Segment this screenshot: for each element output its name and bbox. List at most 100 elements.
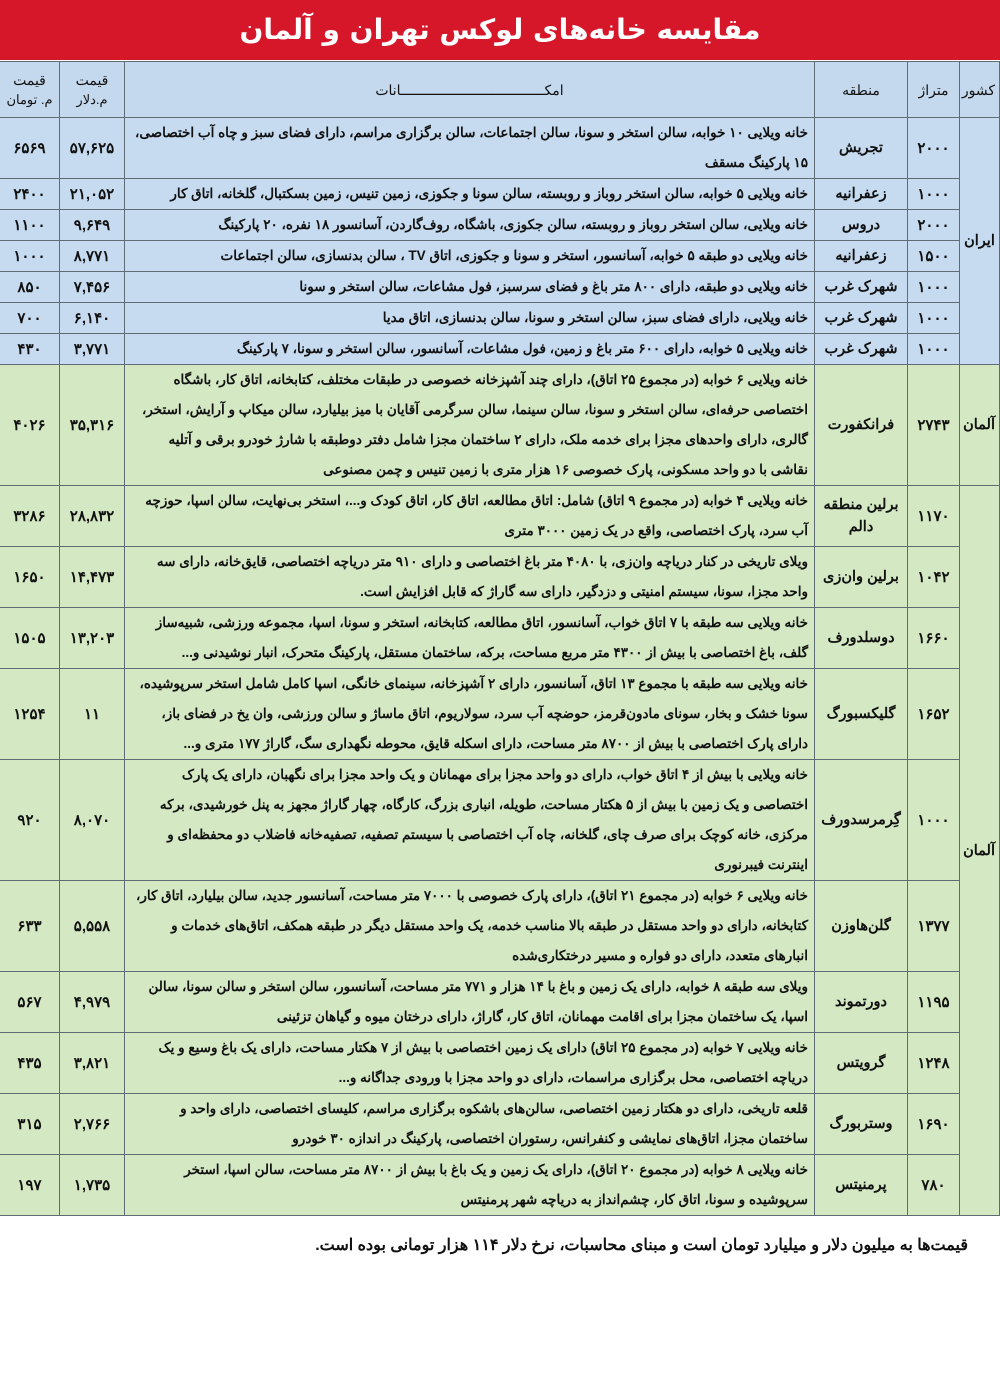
price-usd-cell: ۸,۷۷۱	[59, 240, 125, 272]
area-cell: ۱۶۹۰	[907, 1093, 960, 1155]
header-country: کشور	[959, 61, 1000, 118]
area-cell: ۱۰۰۰	[907, 302, 960, 334]
price-usd-cell: ۵۷,۶۲۵	[59, 117, 125, 179]
table-body: ایران ۲۰۰۰ تجریش خانه ویلایی ۱۰ خوابه، سالن…	[0, 117, 1000, 1216]
region-cell: گلن‌هاوزن	[814, 880, 908, 972]
area-cell: ۱۳۷۷	[907, 880, 960, 972]
price-toman-cell: ۶۳۳	[0, 880, 60, 972]
area-cell: ۱۰۰۰	[907, 333, 960, 365]
amenities-cell: خانه ویلایی ۶ خوابه (در مجموع ۲۵ اتاق)، …	[124, 364, 815, 486]
table-row: ۷۸۰ پرمنیتس خانه ویلایی ۸ خوابه (در مجموع …	[0, 1154, 1000, 1216]
price-usd-cell: ۹,۶۴۹	[59, 209, 125, 241]
price-usd-cell: ۲,۷۶۶	[59, 1093, 125, 1155]
price-usd-cell: ۵,۵۵۸	[59, 880, 125, 972]
area-cell: ۱۰۰۰	[907, 178, 960, 210]
price-toman-cell: ۱۹۷	[0, 1154, 60, 1216]
page-title: مقایسه خانه‌های لوکس تهران و آلمان	[0, 0, 1000, 60]
region-cell: گِرمرسدورف	[814, 759, 908, 881]
region-cell: گرویتس	[814, 1032, 908, 1094]
area-cell: ۷۸۰	[907, 1154, 960, 1216]
price-toman-cell: ۴۰۲۶	[0, 364, 60, 486]
table-row: ۱۶۶۰ دوسلدورف خانه ویلایی سه طبقه با ۷ اتا…	[0, 607, 1000, 669]
price-toman-cell: ۴۳۵	[0, 1032, 60, 1094]
table-row: آلمان ۱۱۷۰ برلین منطقه دالم خانه ویلایی ۴ خ…	[0, 485, 1000, 1216]
amenities-cell: خانه ویلایی ۵ خوابه، دارای ۶۰۰ متر باغ و…	[124, 333, 815, 365]
region-cell: برلین وان‌زی	[814, 546, 908, 608]
amenities-cell: خانه ویلایی سه طبقه با مجموع ۱۳ اتاق، آس…	[124, 668, 815, 760]
amenities-cell: خانه ویلایی ۵ خوابه، سالن استخر روباز و …	[124, 178, 815, 210]
price-usd-cell: ۳,۷۷۱	[59, 333, 125, 365]
region-cell: زعفرانیه	[814, 240, 908, 272]
price-toman-cell: ۱۵۰۵	[0, 607, 60, 669]
area-cell: ۱۱۹۵	[907, 971, 960, 1033]
table-row: ایران ۲۰۰۰ تجریش خانه ویلایی ۱۰ خوابه، سالن…	[0, 117, 1000, 365]
price-toman-cell: ۳۱۵	[0, 1093, 60, 1155]
header-amenities: امکـــــــــــــــــــــــــــــــــــان…	[124, 61, 815, 118]
region-cell: شهرک غرب	[814, 271, 908, 303]
price-toman-cell: ۸۵۰	[0, 271, 60, 303]
area-cell: ۱۶۵۲	[907, 668, 960, 760]
amenities-cell: خانه ویلایی، سالن استخر روباز و روبسته، …	[124, 209, 815, 241]
amenities-cell: خانه ویلایی ۴ خوابه (در مجموع ۹ اتاق) شا…	[124, 485, 815, 547]
table-row: ۱۳۷۷ گلن‌هاوزن خانه ویلایی ۶ خوابه (در مجم…	[0, 880, 1000, 972]
header-price-toman: قیمت م. تومان	[0, 61, 60, 118]
price-toman-cell: ۹۲۰	[0, 759, 60, 881]
region-cell: دوسلدورف	[814, 607, 908, 669]
region-cell: شهرک غرب	[814, 333, 908, 365]
region-cell: دروس	[814, 209, 908, 241]
price-usd-cell: ۷,۴۵۶	[59, 271, 125, 303]
header-price-usd-unit: م.دلار	[76, 91, 108, 107]
area-cell: ۱۱۷۰	[907, 485, 960, 547]
amenities-cell: خانه ویلایی ۶ خوابه (در مجموع ۲۱ اتاق)، …	[124, 880, 815, 972]
header-price-toman-unit: م. تومان	[6, 91, 53, 107]
region-cell: زعفرانیه	[814, 178, 908, 210]
header-region: منطقه	[814, 61, 908, 118]
table-row: ۱۶۵۲ گلیکسبورگ خانه ویلایی سه طبقه با مجمو…	[0, 668, 1000, 760]
table-row: ۲۰۰۰ دروس خانه ویلایی، سالن استخر روباز و …	[0, 209, 1000, 241]
area-cell: ۱۵۰۰	[907, 240, 960, 272]
area-cell: ۱۰۴۲	[907, 546, 960, 608]
amenities-cell: خانه ویلایی با بیش از ۴ اتاق خواب، دارای…	[124, 759, 815, 881]
price-usd-cell: ۸,۰۷۰	[59, 759, 125, 881]
price-usd-cell: ۴,۹۷۹	[59, 971, 125, 1033]
table-row: ۱۰۰۰ شهرک غرب خانه ویلایی، دارای فضای سبز،…	[0, 302, 1000, 334]
amenities-cell: خانه ویلایی ۸ خوابه (در مجموع ۲۰ اتاق)، …	[124, 1154, 815, 1216]
area-cell: ۱۰۰۰	[907, 759, 960, 881]
comparison-table: کشور متراژ منطقه امکــــــــــــــــــــ…	[0, 61, 1000, 1216]
region-cell: وستربورگ	[814, 1093, 908, 1155]
region-cell: پرمنیتس	[814, 1154, 908, 1216]
area-cell: ۱۰۰۰	[907, 271, 960, 303]
header-price-toman-label: قیمت	[13, 71, 46, 88]
amenities-cell: خانه ویلایی ۷ خوابه (در مجموع ۲۵ اتاق) د…	[124, 1032, 815, 1094]
price-toman-cell: ۱۰۰۰	[0, 240, 60, 272]
table-row: ۱۰۰۰ شهرک غرب خانه ویلایی ۵ خوابه، دارای ۶…	[0, 333, 1000, 365]
table-row: ۱۲۴۸ گرویتس خانه ویلایی ۷ خوابه (در مجموع …	[0, 1032, 1000, 1094]
country-cell: آلمان	[959, 485, 1000, 1216]
country-cell: ایران	[959, 117, 1000, 365]
amenities-cell: خانه ویلایی دو طبقه ۵ خوابه، آسانسور، اس…	[124, 240, 815, 272]
table-row: ۱۰۰۰ گِرمرسدورف خانه ویلایی با بیش از ۴ ات…	[0, 759, 1000, 881]
price-usd-cell: ۳,۸۲۱	[59, 1032, 125, 1094]
price-toman-cell: ۴۳۰	[0, 333, 60, 365]
amenities-cell: خانه ویلایی ۱۰ خوابه، سالن استخر و سونا،…	[124, 117, 815, 179]
price-toman-cell: ۶۵۶۹	[0, 117, 60, 179]
header-row: کشور متراژ منطقه امکــــــــــــــــــــ…	[0, 61, 1000, 118]
table-row: ۱۵۰۰ زعفرانیه خانه ویلایی دو طبقه ۵ خوابه،…	[0, 240, 1000, 272]
region-cell: فرانکفورت	[814, 364, 908, 486]
amenities-cell: خانه ویلایی دو طبقه، دارای ۸۰۰ متر باغ و…	[124, 271, 815, 303]
amenities-cell: خانه ویلایی سه طبقه با ۷ اتاق خواب، آسان…	[124, 607, 815, 669]
header-price-usd-label: قیمت	[75, 71, 109, 88]
price-usd-cell: ۱۳,۲۰۳	[59, 607, 125, 669]
price-toman-cell: ۱۱۰۰	[0, 209, 60, 241]
amenities-cell: ویلای سه طبقه ۸ خوابه، دارای یک زمین و ب…	[124, 971, 815, 1033]
price-usd-cell: ۳۵,۳۱۶	[59, 364, 125, 486]
area-cell: ۲۰۰۰	[907, 117, 960, 179]
header-price-usd: قیمت م.دلار	[59, 61, 125, 118]
header-area: متراژ	[907, 61, 960, 118]
area-cell: ۲۷۴۳	[907, 364, 960, 486]
table-row: ۱۰۴۲ برلین وان‌زی ویلای تاریخی در کنار دری…	[0, 546, 1000, 608]
area-cell: ۱۶۶۰	[907, 607, 960, 669]
footnote: قیمت‌ها به میلیون دلار و میلیارد تومان ا…	[315, 1237, 968, 1254]
table-row: ۱۰۰۰ زعفرانیه خانه ویلایی ۵ خوابه، سالن اس…	[0, 178, 1000, 210]
amenities-cell: قلعه تاریخی، دارای دو هکتار زمین اختصاصی…	[124, 1093, 815, 1155]
